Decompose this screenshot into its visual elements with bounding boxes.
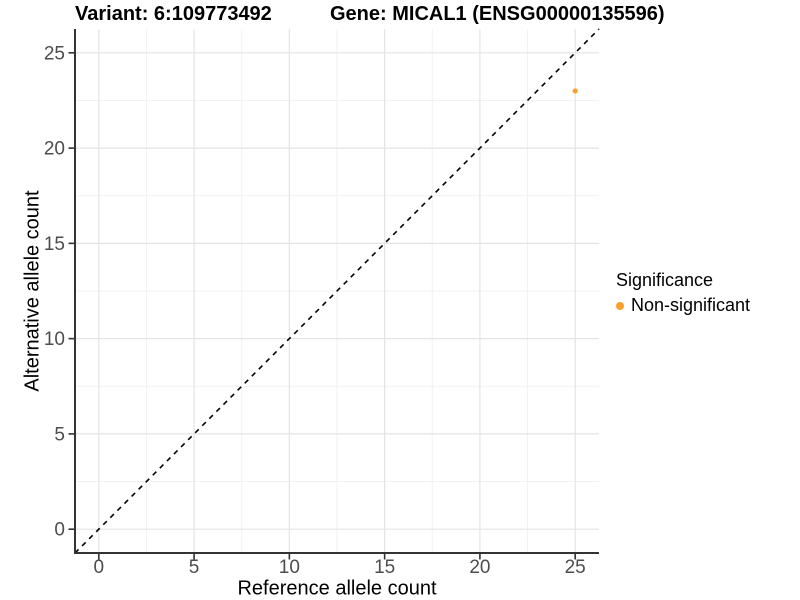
y-tick-label: 25: [44, 43, 65, 64]
data-point: [572, 88, 578, 94]
y-axis-title: Alternative allele count: [21, 190, 44, 392]
x-tick-label: 10: [279, 557, 300, 578]
legend-dot-icon: [616, 301, 624, 310]
y-tick-label: 20: [44, 139, 65, 160]
x-axis-title: Reference allele count: [237, 577, 437, 600]
plot-title-gene: Gene: MICAL1 (ENSG00000135596): [330, 3, 665, 25]
x-tick-label: 25: [565, 557, 586, 578]
x-tick-label: 20: [469, 557, 490, 578]
x-tick-label: 0: [94, 557, 105, 578]
y-tick-label: 10: [44, 329, 65, 350]
legend-title: Significance: [616, 270, 714, 290]
plot-title-variant: Variant: 6:109773492: [75, 3, 272, 25]
identity-line: [74, 28, 600, 554]
y-tick-label: 15: [44, 234, 65, 255]
x-tick-label: 15: [374, 557, 395, 578]
legend: Significance Non-significant: [616, 270, 750, 316]
legend-item-label: Non-significant: [631, 295, 751, 315]
x-tick-label: 5: [189, 557, 200, 578]
y-tick-label: 0: [54, 520, 65, 541]
y-tick-label: 5: [54, 424, 65, 445]
legend-item-non-significant: Non-significant: [616, 295, 750, 316]
